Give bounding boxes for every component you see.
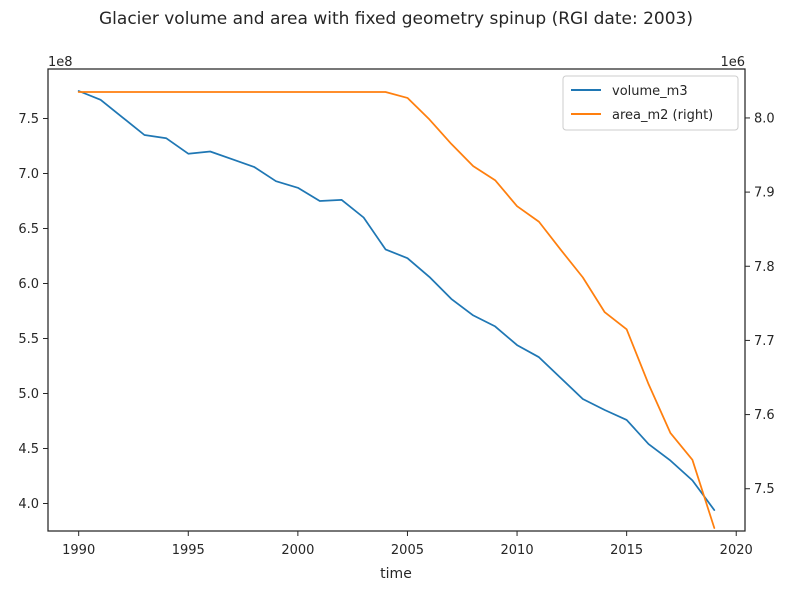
- y-left-tick-label: 4.0: [18, 497, 39, 512]
- y-left-tick-label: 4.5: [18, 442, 39, 457]
- y-left-tick-label: 7.0: [18, 167, 39, 182]
- plot-frame: [47, 68, 746, 532]
- y-right-tick-label: 7.6: [754, 408, 775, 423]
- x-tick-label: 2015: [610, 543, 643, 558]
- legend-label-area: area_m2 (right): [612, 108, 713, 123]
- x-tick-label: 2005: [391, 543, 424, 558]
- y-left-tick-label: 7.5: [18, 112, 39, 127]
- y-left-tick-label: 6.5: [18, 222, 39, 237]
- chart-title: Glacier volume and area with fixed geome…: [99, 9, 693, 29]
- x-tick-label: 1995: [172, 543, 205, 558]
- y-right-offset-label: 1e6: [720, 55, 745, 70]
- y-left-tick-label: 6.0: [18, 277, 39, 292]
- legend: volume_m3 area_m2 (right): [562, 75, 739, 131]
- legend-box: [562, 75, 739, 131]
- x-tick-label: 2000: [281, 543, 314, 558]
- y-left-tick-label: 5.0: [18, 387, 39, 402]
- x-axis: 1990 1995 2000 2005 2010 2015 2020: [62, 531, 753, 558]
- y-right-tick-label: 7.9: [754, 186, 775, 201]
- series-line-volume: [77, 90, 716, 511]
- legend-label-volume: volume_m3: [612, 84, 688, 99]
- plot-area: [47, 68, 746, 532]
- y-axis-right: 7.5 7.6 7.7 7.8 7.9 8.0: [745, 111, 775, 497]
- y-left-tick-label: 5.5: [18, 332, 39, 347]
- x-tick-label: 1990: [62, 543, 95, 558]
- series-layer: [77, 90, 716, 529]
- x-tick-label: 2020: [720, 543, 753, 558]
- y-right-tick-label: 8.0: [754, 111, 775, 126]
- series-line-area: [77, 91, 716, 529]
- y-left-offset-label: 1e8: [48, 55, 73, 70]
- y-right-tick-label: 7.7: [754, 334, 775, 349]
- y-right-tick-label: 7.8: [754, 260, 775, 275]
- y-right-tick-label: 7.5: [754, 482, 775, 497]
- x-tick-label: 2010: [501, 543, 534, 558]
- y-axis-left: 4.0 4.5 5.0 5.5 6.0 6.5 7.0 7.5: [18, 112, 48, 512]
- x-axis-label: time: [380, 566, 412, 582]
